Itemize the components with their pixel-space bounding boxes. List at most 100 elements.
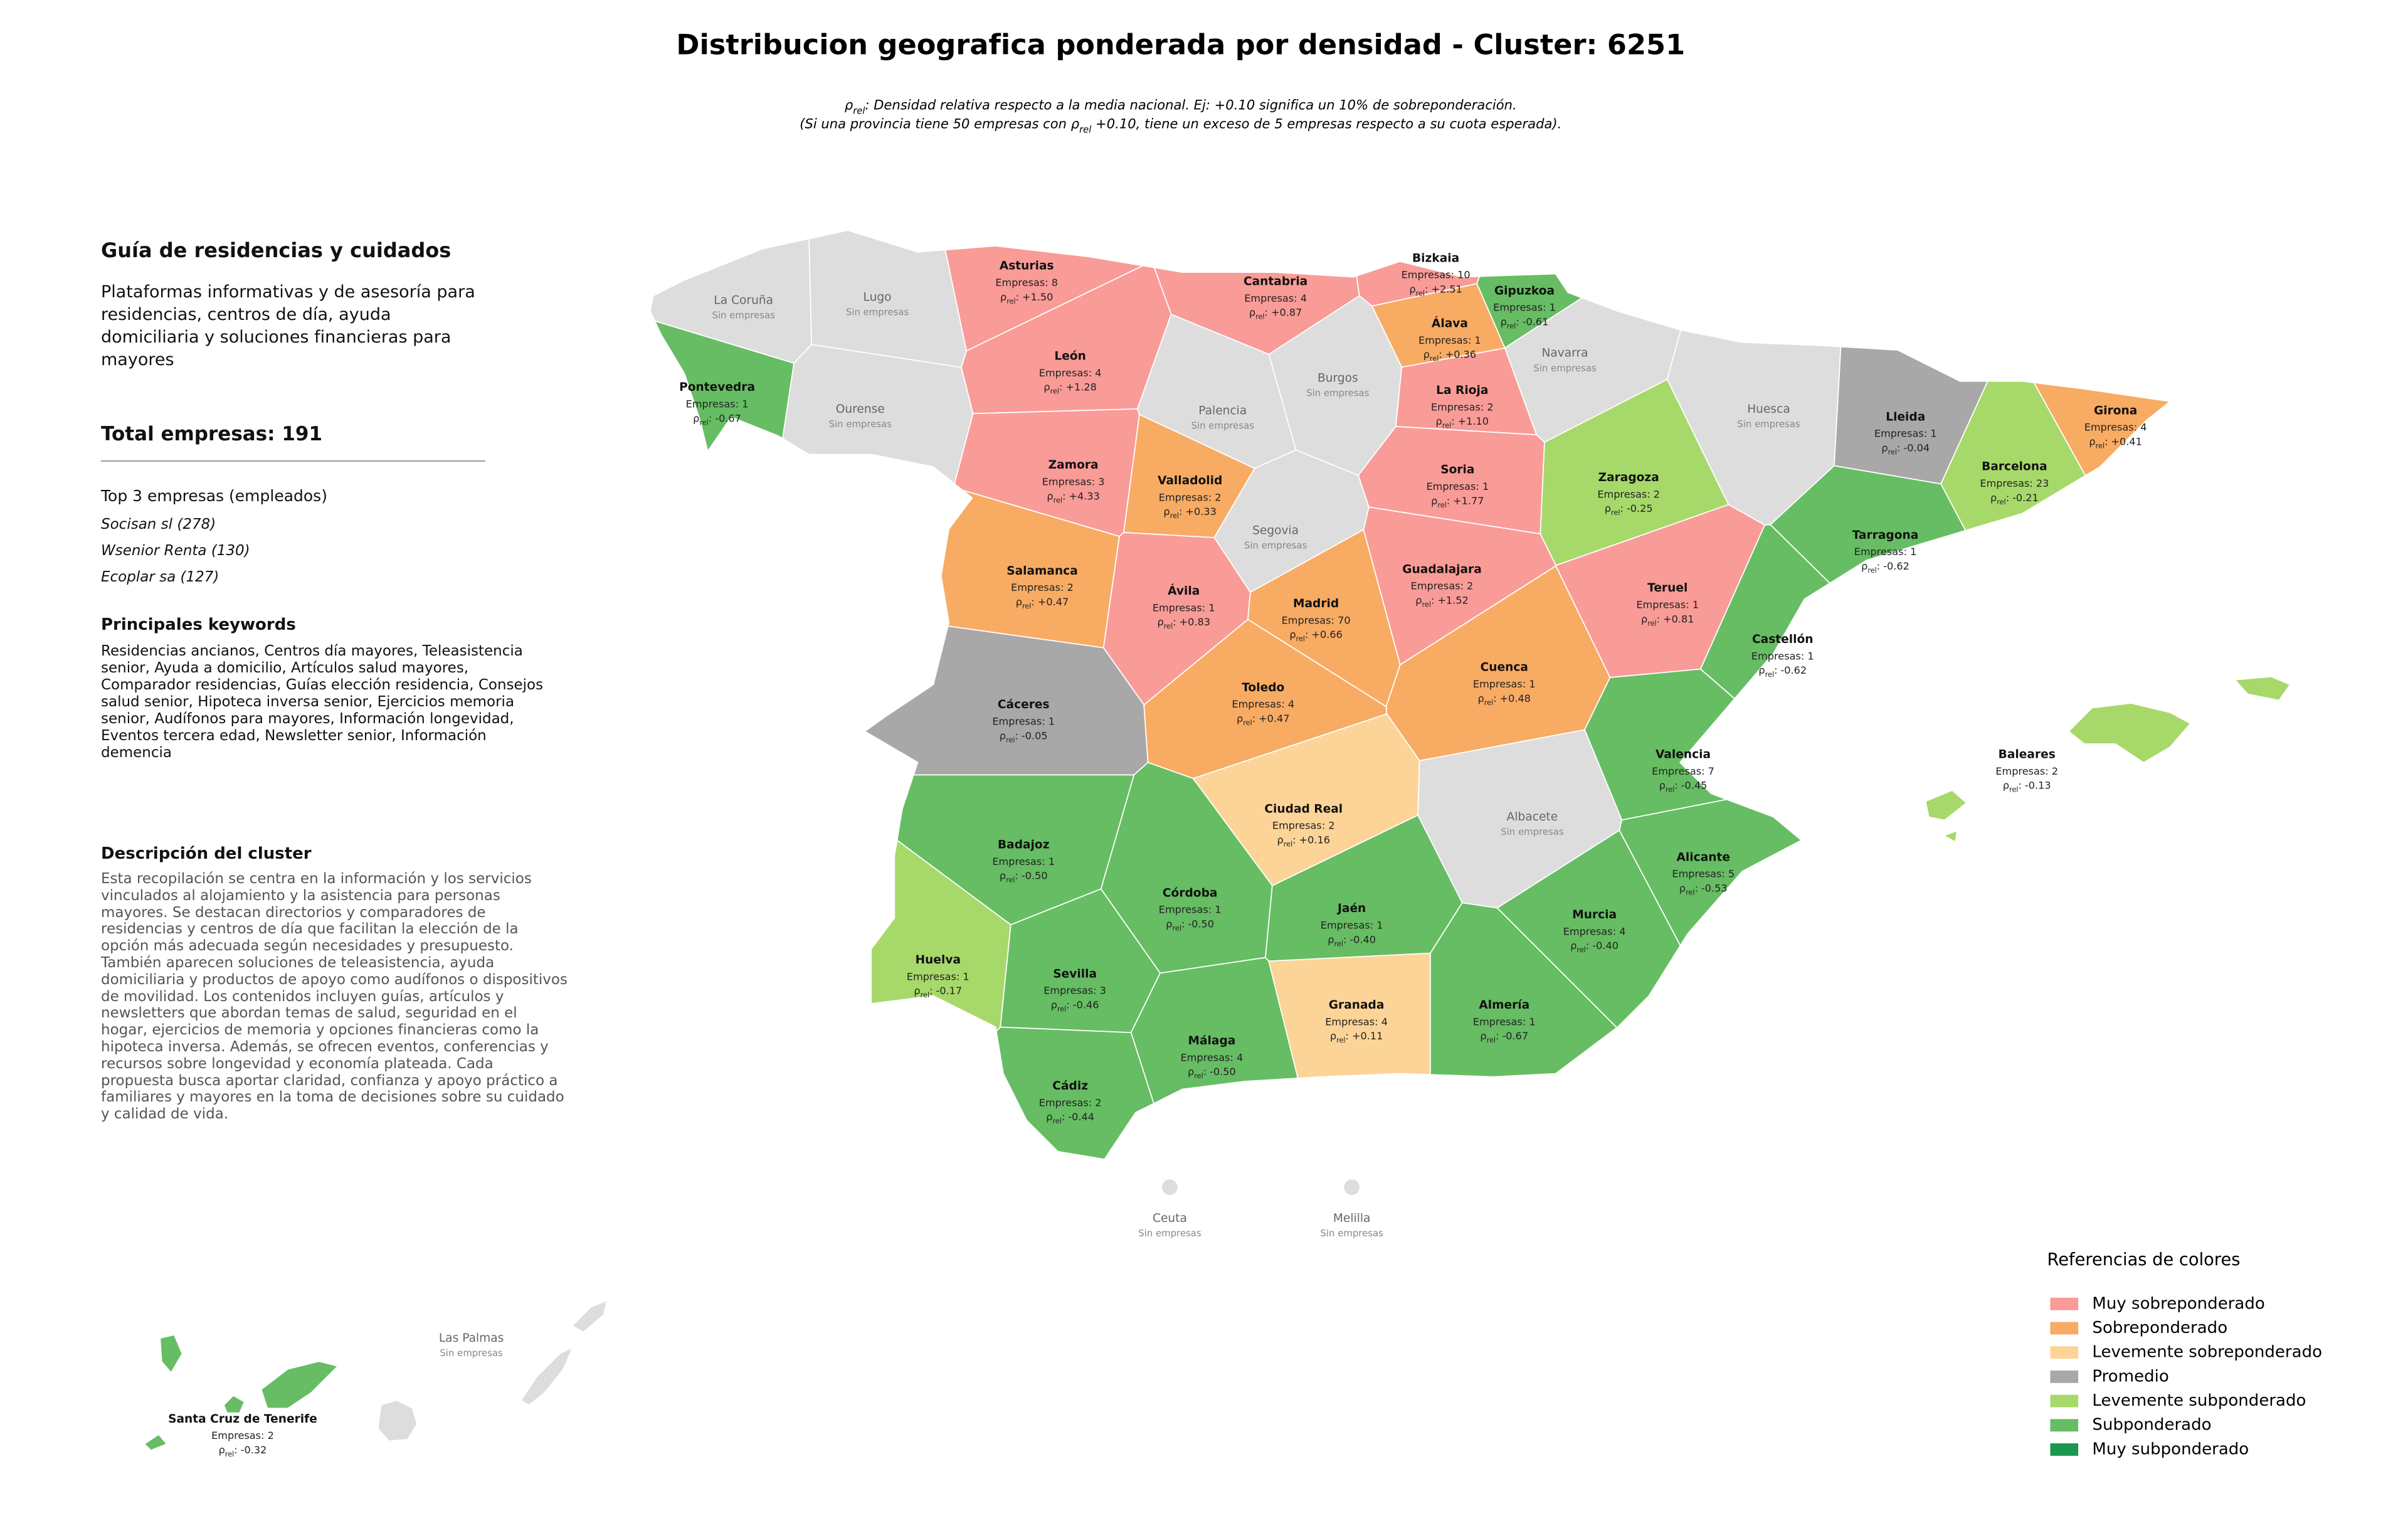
text-part: ρ [1330, 1030, 1336, 1042]
rho-value: +0.41 [2111, 435, 2141, 447]
province-name: Bizkaia [1412, 252, 1459, 265]
province-name: Sevilla [1053, 967, 1097, 980]
province-rho: ρrel: -0.21 [1990, 491, 2039, 506]
province-rho: ρrel: -0.67 [693, 412, 741, 427]
subscript: rel [1422, 600, 1431, 608]
divider [101, 460, 485, 462]
text-part: ρ [219, 1443, 225, 1455]
rho-value: +0.48 [1500, 692, 1531, 704]
province-companies: Empresas: 1 [907, 970, 969, 982]
text-part: : [1425, 283, 1428, 295]
province-name: Salamanca [1006, 565, 1078, 578]
text-part: ρ [1000, 869, 1006, 881]
rho-value: +1.52 [1437, 594, 1468, 606]
province-status: Sin empresas [1533, 363, 1597, 374]
rho-value: +0.16 [1299, 834, 1330, 846]
province-name: Las Palmas [439, 1332, 504, 1345]
province-name: Tarragona [1852, 529, 1919, 542]
subscript: rel [2009, 785, 2018, 793]
province-name: Alicante [1677, 851, 1730, 864]
province-name: Palencia [1198, 404, 1247, 417]
text-part: : [1062, 490, 1065, 502]
province-name: Girona [2094, 404, 2137, 417]
province-companies: Empresas: 1 [1493, 302, 1556, 314]
province-name: Cáceres [998, 698, 1050, 711]
province-rho: ρrel: -0.50 [1188, 1066, 1236, 1080]
text-part: ρ [1166, 918, 1172, 930]
province-name: Málaga [1188, 1034, 1235, 1048]
province-companies: Empresas: 3 [1043, 985, 1106, 997]
legend-label: Levemente sobreponderado [2092, 1343, 2322, 1362]
province-name: Cantabria [1244, 275, 1307, 289]
subscript: rel [1053, 1117, 1062, 1125]
rho-value: -0.62 [1883, 560, 1909, 571]
province-rho: ρrel: +0.48 [1478, 692, 1531, 706]
province-rho: ρrel: +2.51 [1409, 283, 1462, 297]
text-part: ρ [693, 412, 699, 424]
text-part: : [1265, 306, 1268, 318]
subscript: rel [225, 1450, 234, 1458]
keywords-title: Principales keywords [101, 615, 296, 634]
province-shape [995, 1026, 1154, 1160]
text-part: ρ [1046, 1111, 1052, 1123]
rho-value: +2.51 [1431, 283, 1462, 295]
province-rho: ρrel: +1.28 [1043, 381, 1096, 395]
text-part: ρ [1328, 933, 1334, 945]
province-rho: ρrel: +0.41 [2089, 435, 2141, 450]
province-name: Huelva [916, 953, 961, 967]
province-companies: Empresas: 1 [1153, 602, 1215, 613]
text-part: : [1343, 933, 1346, 945]
subscript: rel [1576, 946, 1585, 954]
province-status: Sin empresas [712, 310, 776, 321]
province-companies: Empresas: 4 [1039, 367, 1102, 379]
province-companies: Empresas: 2 [1272, 820, 1335, 832]
province-name: Madrid [1293, 597, 1339, 610]
province-companies: Empresas: 1 [1418, 334, 1481, 346]
total: Total empresas: 191 [101, 423, 323, 445]
legend-label: Promedio [2092, 1367, 2168, 1386]
subscript: rel [1057, 1005, 1066, 1013]
province-rho: ρrel: +0.47 [1237, 713, 1289, 727]
province-name: Ceuta [1153, 1212, 1187, 1225]
province-rho: ρrel: +0.33 [1163, 506, 1216, 520]
province-status: Sin empresas [1244, 540, 1307, 551]
province-rho: ρrel: -0.25 [1605, 502, 1653, 517]
text-part: ρ [1277, 834, 1284, 846]
province-status: Sin empresas [1320, 1228, 1383, 1239]
text-part: : [1657, 613, 1660, 625]
province-name: Teruel [1647, 581, 1687, 595]
side-panel: Guía de residencias y cuidados Plataform… [101, 238, 578, 1123]
rho-value: +0.47 [1259, 713, 1289, 724]
subscript: rel [1507, 322, 1516, 330]
rho-value: -0.44 [1068, 1111, 1094, 1123]
rho-value: -0.04 [1903, 442, 1930, 454]
text-part: ρ [1423, 348, 1430, 360]
title: Distribucion geografica ponderada por de… [676, 28, 1685, 61]
province-status: Sin empresas [1501, 826, 1564, 837]
subscript: rel [1284, 840, 1292, 848]
province-companies: Empresas: 1 [1321, 919, 1383, 931]
rho-value: -0.40 [1349, 933, 1376, 945]
subscript: rel [1416, 289, 1425, 297]
rho-value: -0.61 [1523, 316, 1549, 327]
province-name: Gipuzkoa [1494, 284, 1555, 297]
subscript: rel [1194, 1072, 1203, 1080]
text-part: : [2104, 435, 2108, 447]
subscript: rel [1442, 422, 1451, 430]
text-part: ρ [1480, 1030, 1486, 1042]
text-part: : [1252, 713, 1255, 724]
province-rho: ρrel: +0.81 [1641, 613, 1694, 627]
subscript: rel [1243, 719, 1252, 727]
text-part: ρ [1249, 306, 1255, 318]
top-title: Top 3 empresas (empleados) [101, 487, 327, 505]
rho-value: +0.81 [1663, 613, 1694, 625]
province-companies: Empresas: 2 [1411, 580, 1474, 592]
province-companies: Empresas: 2 [1597, 488, 1660, 500]
text-part: : [1015, 730, 1018, 741]
subscript: rel [1487, 1036, 1496, 1044]
text-part: : [1447, 494, 1450, 506]
subscript: rel [1173, 924, 1181, 932]
text-part: : [1439, 348, 1442, 360]
province-companies: Empresas: 4 [1181, 1051, 1244, 1063]
province-rho: ρrel: +0.66 [1289, 629, 1342, 643]
